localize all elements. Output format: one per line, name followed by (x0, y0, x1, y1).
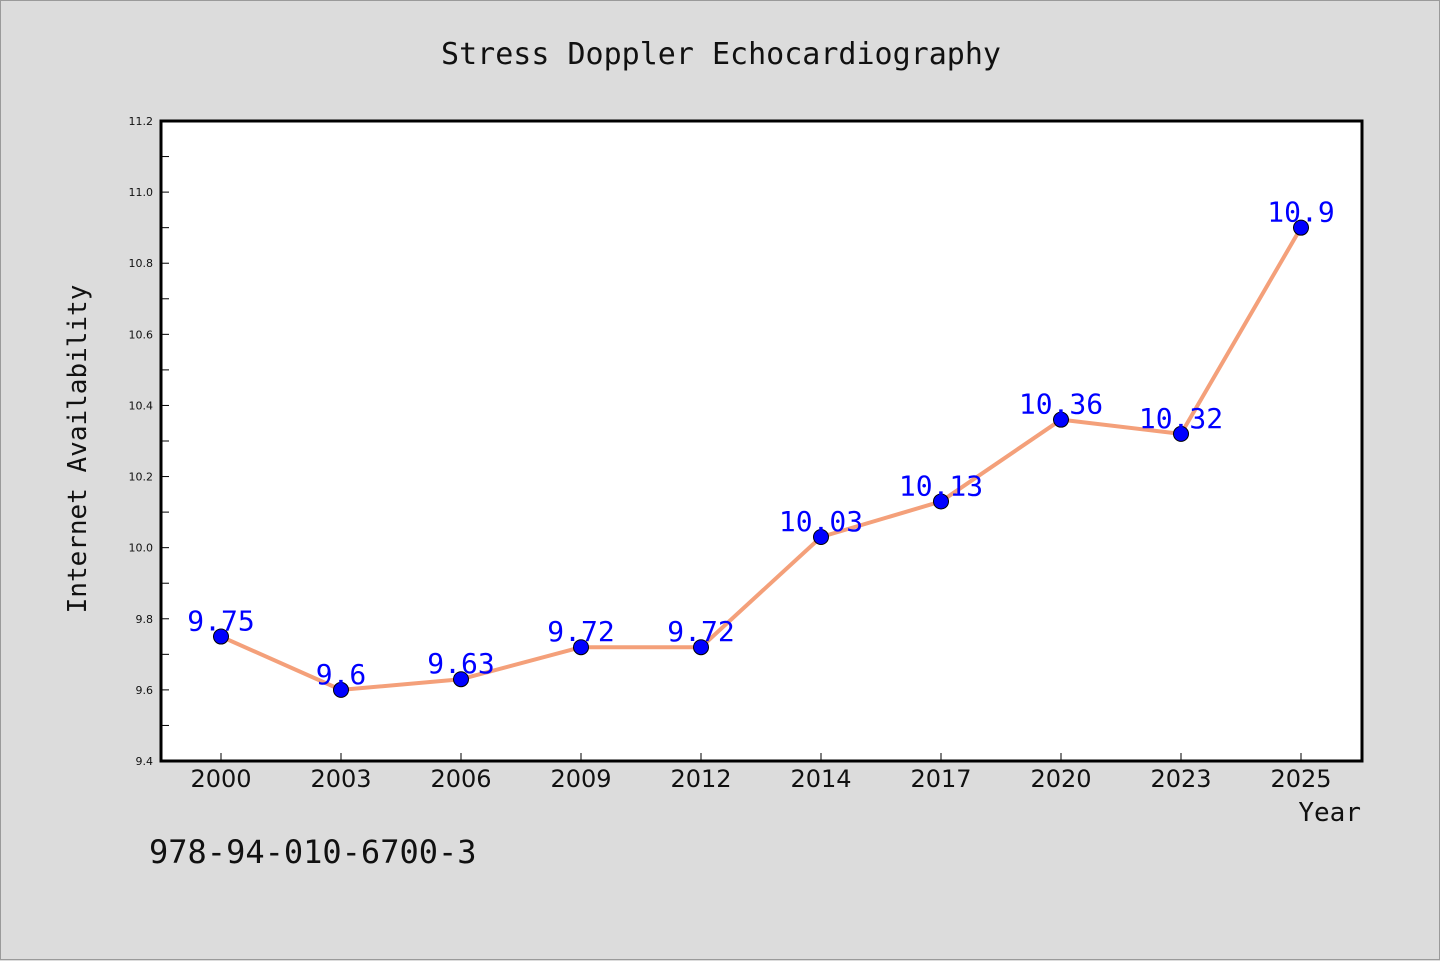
data-label: 9.63 (427, 647, 494, 680)
y-axis-label: Internet Availability (63, 285, 93, 614)
y-tick-label: 10.0 (129, 542, 154, 555)
data-point (453, 671, 469, 688)
data-point (1293, 219, 1309, 236)
data-label: 10.36 (1019, 388, 1103, 421)
y-tick-label: 9.8 (136, 613, 154, 626)
x-tick-label: 2025 (1270, 765, 1331, 793)
x-tick-label: 2000 (190, 765, 251, 793)
x-tick-label: 2023 (1150, 765, 1211, 793)
y-tick-label: 9.6 (136, 684, 154, 697)
y-tick-label: 10.4 (129, 399, 154, 412)
y-tick-label: 10.6 (129, 328, 154, 341)
data-point (333, 681, 349, 698)
y-tick-label: 11.0 (129, 186, 154, 199)
y-tick-label: 11.2 (129, 115, 154, 128)
data-point (813, 529, 829, 545)
isbn-footer: 978-94-010-6700-3 (149, 833, 477, 871)
data-label: 10.13 (899, 469, 983, 502)
data-point (1053, 411, 1069, 428)
x-tick-label: 2020 (1030, 765, 1091, 793)
y-tick-label: 9.4 (136, 755, 154, 768)
y-axis: 9.4 9.6 9.8 10.0 10.2 10.4 10.6 10.8 11.0 11.2 (129, 115, 169, 768)
plot-area (159, 119, 1364, 763)
x-axis: 2000 2003 2006 2009 2012 2014 2017 2020 2023 2025 (190, 753, 1332, 793)
x-tick-label: 2009 (550, 765, 611, 793)
x-tick-label: 2014 (790, 765, 851, 793)
data-label: 10.9 (1267, 196, 1334, 229)
y-tick-label: 10.2 (129, 471, 154, 484)
data-point (693, 639, 709, 656)
data-point (573, 639, 589, 656)
x-tick-label: 2003 (310, 765, 371, 793)
data-point (213, 628, 229, 645)
x-tick-label: 2012 (670, 765, 731, 793)
data-point (1173, 425, 1189, 442)
data-label: 9.72 (547, 615, 614, 648)
chart-title: Stress Doppler Echocardiography (441, 37, 1001, 72)
x-tick-label: 2017 (910, 765, 971, 793)
data-label: 10.32 (1139, 402, 1223, 435)
x-tick-label: 2006 (430, 765, 491, 793)
x-axis-label: Year (1298, 798, 1361, 828)
data-label: 10.03 (779, 505, 863, 538)
data-label: 9.75 (187, 605, 254, 638)
data-point (933, 493, 949, 510)
data-label: 9.6 (316, 658, 367, 691)
series-line (220, 226, 1303, 692)
series-layer: 9.75 9.6 9.63 9.72 9.72 10.03 10.13 10.36 10.32 1… (187, 196, 1335, 698)
data-label: 9.72 (667, 615, 734, 648)
y-tick-label: 10.8 (129, 257, 154, 270)
